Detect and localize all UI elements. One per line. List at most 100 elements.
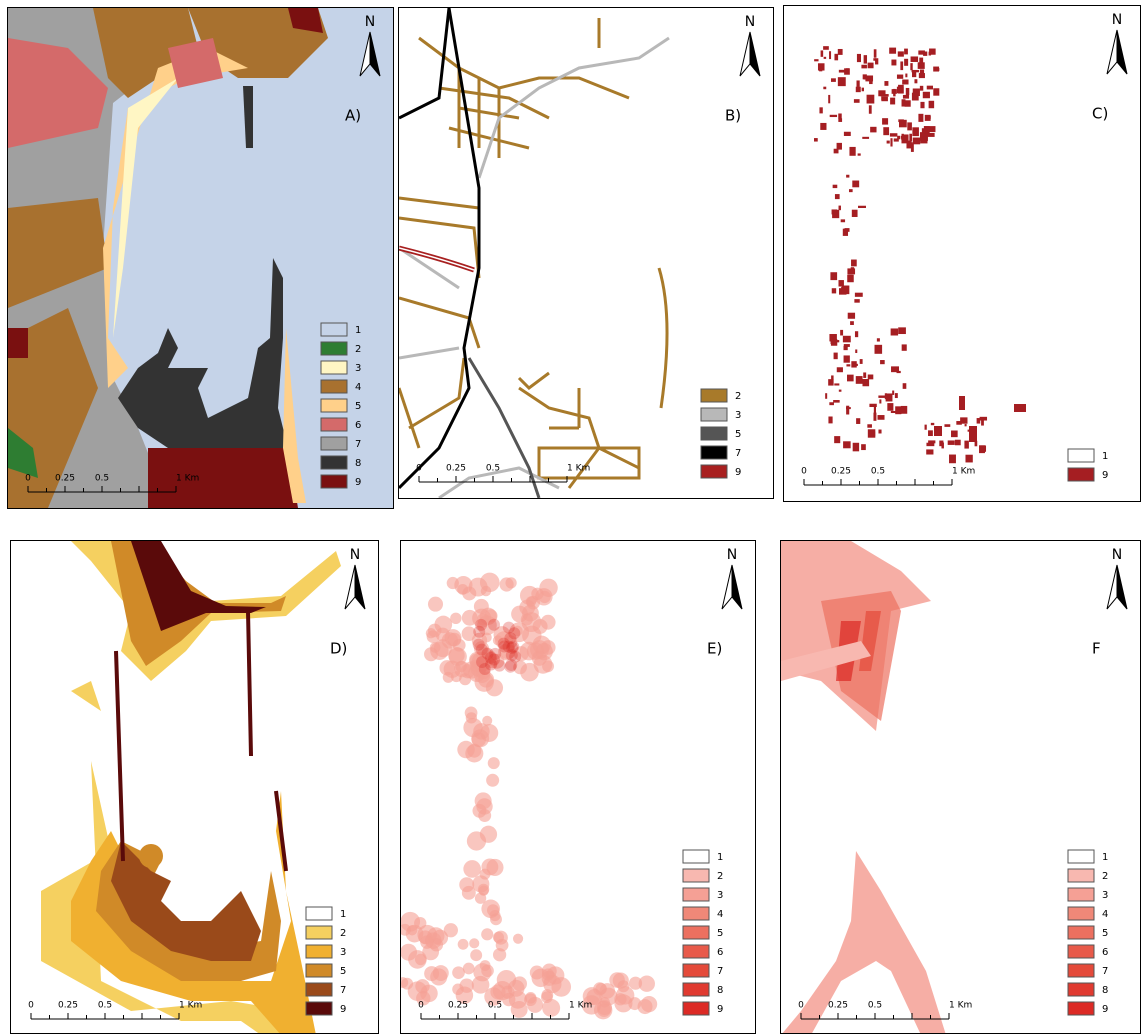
north-arrow — [345, 565, 355, 609]
legend-swatch — [321, 418, 347, 431]
north-arrow — [722, 565, 732, 609]
building — [933, 88, 939, 95]
building — [862, 379, 869, 386]
building — [979, 445, 985, 453]
building — [909, 134, 912, 142]
scale-label: 0.5 — [871, 467, 885, 477]
building — [892, 391, 894, 395]
scale-label: 0 — [25, 474, 31, 484]
building — [857, 80, 860, 86]
building — [934, 426, 942, 436]
legend-label: 8 — [355, 458, 361, 469]
building — [928, 116, 931, 119]
building — [956, 421, 961, 425]
legend-label: 8 — [717, 985, 723, 996]
building — [847, 275, 854, 282]
building — [856, 418, 860, 424]
north-label: N — [727, 547, 737, 563]
north-label: N — [350, 547, 360, 563]
buffer — [593, 982, 606, 995]
building — [890, 138, 892, 146]
legend-label: 7 — [355, 439, 361, 450]
legend-swatch — [1068, 468, 1094, 481]
building — [914, 79, 917, 83]
building — [846, 406, 849, 415]
building — [847, 375, 854, 382]
building — [855, 349, 857, 353]
building — [900, 61, 903, 70]
building — [828, 379, 833, 385]
buffer — [470, 949, 482, 961]
building — [831, 78, 836, 82]
buffer — [480, 826, 497, 843]
building — [834, 436, 840, 443]
building — [892, 89, 897, 94]
legend-swatch — [683, 983, 709, 996]
building — [858, 153, 861, 155]
building — [977, 418, 981, 424]
building — [823, 46, 829, 50]
building — [848, 272, 853, 274]
building — [906, 142, 912, 148]
legend-label: 7 — [735, 448, 741, 459]
legend-swatch — [683, 850, 709, 863]
legend-swatch — [701, 465, 727, 478]
building — [834, 54, 838, 61]
legend-label: 5 — [717, 928, 723, 939]
building — [922, 128, 926, 135]
legend-label: 9 — [1102, 470, 1108, 481]
buffer — [512, 976, 527, 991]
buffer — [465, 707, 478, 720]
legend-swatch — [306, 1002, 332, 1015]
building — [851, 260, 857, 267]
buffer — [415, 954, 426, 965]
scale-label: 1 Km — [952, 467, 975, 477]
legend-swatch — [1068, 1002, 1094, 1015]
building — [959, 396, 965, 410]
panel-label: F — [1092, 640, 1101, 658]
figure: NA)12345678900.250.51 Km NB)2357900.250.… — [0, 0, 1141, 1034]
buffer — [459, 877, 474, 892]
building — [814, 138, 818, 141]
scale-label: 0 — [798, 1001, 804, 1011]
buffer — [424, 966, 439, 981]
building — [905, 100, 911, 106]
scale-label: 0.25 — [828, 1001, 848, 1011]
buffer — [486, 679, 503, 696]
buffer — [525, 992, 537, 1004]
legend-label: 1 — [1102, 451, 1108, 462]
legend-swatch — [1068, 964, 1094, 977]
building — [841, 287, 843, 291]
building — [886, 393, 893, 401]
building — [862, 88, 864, 92]
legend-label: 4 — [717, 909, 723, 920]
building — [927, 133, 935, 137]
building — [933, 67, 939, 72]
building — [853, 443, 859, 452]
buffer — [520, 586, 539, 605]
building — [868, 429, 875, 437]
building — [825, 393, 827, 399]
building — [878, 395, 886, 397]
map: NE)12345678900.250.51 Km — [401, 541, 755, 1034]
buffer — [480, 724, 498, 742]
north-arrow — [1107, 565, 1117, 609]
legend-label: 3 — [340, 947, 346, 958]
legend-swatch — [306, 945, 332, 958]
building — [819, 107, 822, 113]
building — [831, 338, 833, 344]
building — [955, 440, 961, 446]
legend-swatch — [321, 323, 347, 336]
legend-label: 8 — [1102, 985, 1108, 996]
legend-swatch — [1068, 926, 1094, 939]
scale-label: 0.5 — [488, 1001, 502, 1011]
legend-swatch — [321, 399, 347, 412]
building — [834, 353, 838, 360]
scale-label: 0 — [28, 1001, 34, 1011]
legend-label: 5 — [355, 401, 361, 412]
building — [843, 336, 851, 343]
legend-label: 5 — [735, 429, 741, 440]
building — [869, 105, 872, 113]
building — [864, 77, 866, 79]
